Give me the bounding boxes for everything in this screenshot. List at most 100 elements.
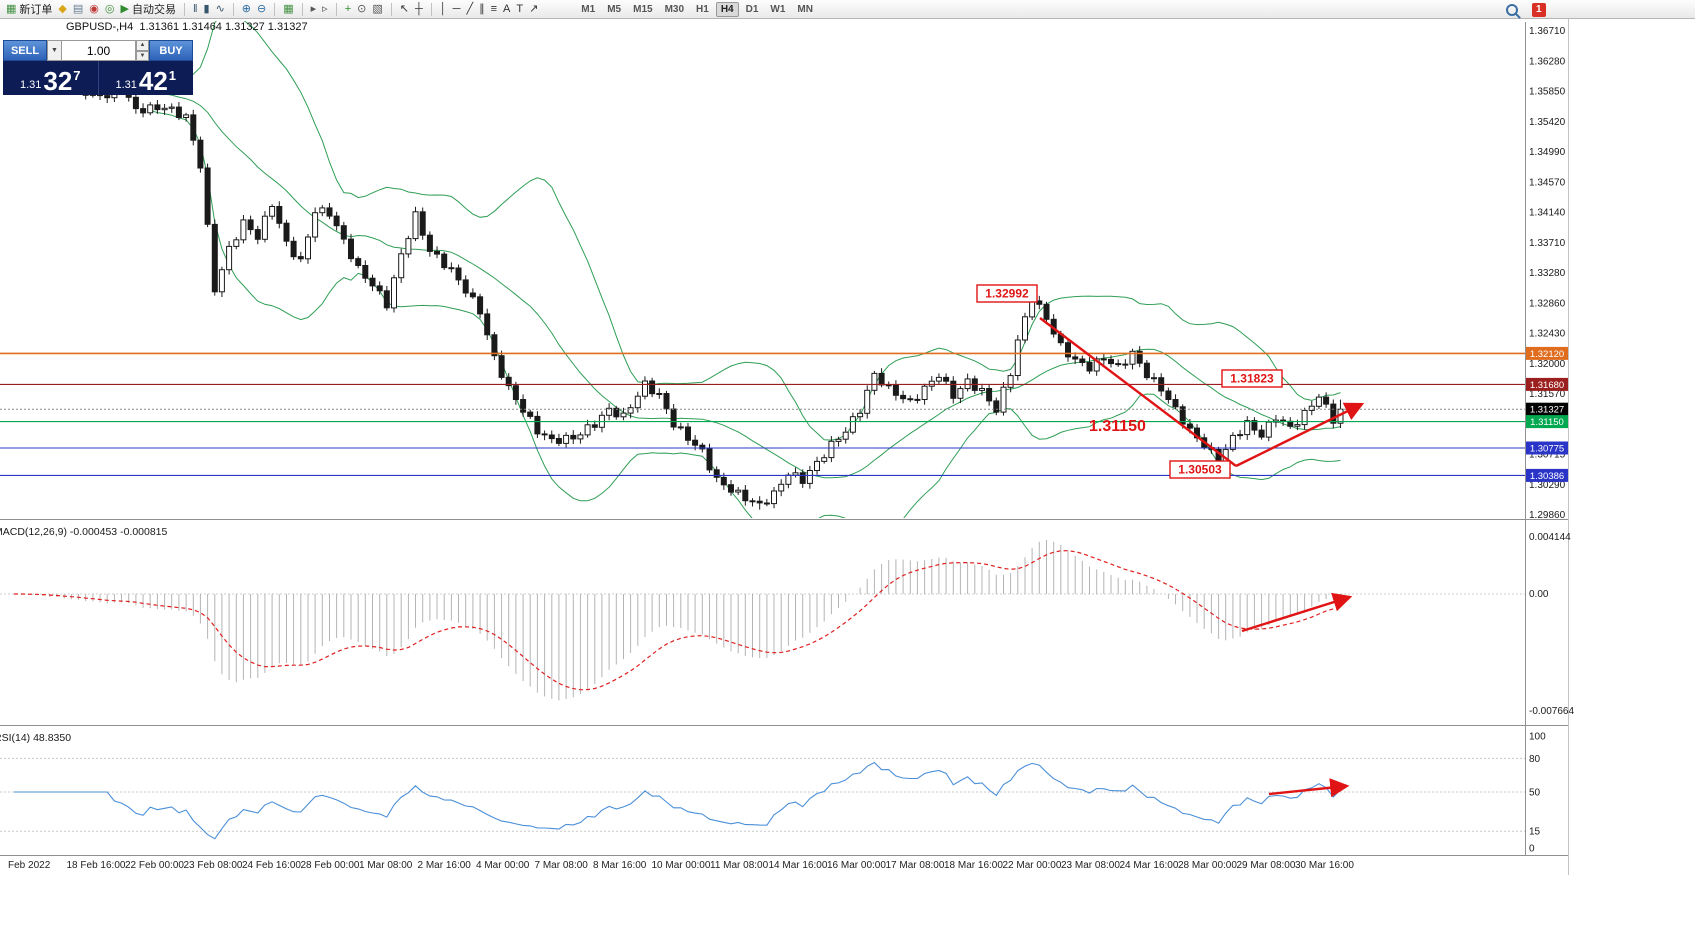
autotrading-button[interactable]: ▶ 自动交易 bbox=[119, 0, 178, 18]
price-scale[interactable]: 1.36710 1.36280 1.35850 1.35420 1.34990 1.345… bbox=[1526, 26, 1568, 521]
line-chart-icon: ∿ bbox=[215, 2, 225, 15]
horizontal-line-button[interactable]: ─ bbox=[451, 3, 463, 16]
svg-text:29 Mar 08:00: 29 Mar 08:00 bbox=[1237, 860, 1296, 871]
toolbar-separator bbox=[183, 2, 185, 16]
svg-text:14 Mar 16:00: 14 Mar 16:00 bbox=[769, 860, 828, 871]
svg-text:1.31327: 1.31327 bbox=[1530, 405, 1564, 416]
arrows-button[interactable]: ↗ bbox=[527, 3, 540, 16]
toolbar-separator bbox=[430, 2, 432, 16]
notifications-badge[interactable]: 1 bbox=[1532, 2, 1546, 17]
volume-dropdown[interactable]: ▼ bbox=[47, 40, 62, 61]
volume-up-button[interactable]: ▲ bbox=[136, 40, 149, 51]
time-scale[interactable]: Feb 2022 18 Feb 16:00 22 Feb 00:00 23 Feb 0… bbox=[8, 860, 1354, 871]
rsi-indicator: RSI(14) 48.8350 bbox=[0, 732, 1525, 840]
buy-button[interactable]: BUY bbox=[149, 40, 193, 61]
svg-text:80: 80 bbox=[1529, 754, 1541, 765]
timeframe-h4[interactable]: H4 bbox=[715, 1, 739, 17]
svg-text:15: 15 bbox=[1529, 827, 1541, 838]
zoom-out-icon: ⊖ bbox=[257, 2, 267, 15]
trade-controls-row: SELL ▼ ▲ ▼ BUY bbox=[3, 40, 193, 61]
periods-button[interactable]: ⊙ bbox=[355, 3, 368, 16]
channel-button[interactable]: ∥ bbox=[477, 3, 487, 16]
bar-chart-icon: ‖ bbox=[192, 2, 198, 15]
package-icon: ◆ bbox=[58, 2, 67, 15]
market-icon: ◉ bbox=[89, 2, 99, 15]
indicators-button[interactable]: + bbox=[343, 3, 353, 16]
new-order-button-label: 新订单 bbox=[19, 4, 53, 16]
new-order-button[interactable]: ▦ 新订单 bbox=[4, 0, 54, 18]
text-button[interactable]: A bbox=[501, 3, 512, 16]
zoom-in-button[interactable]: ⊕ bbox=[240, 3, 253, 16]
autotrading-button-label: 自动交易 bbox=[131, 4, 176, 16]
sell-price: 1.31 32 7 bbox=[3, 61, 99, 95]
macd-indicator: MACD(12,26,9) -0.000453 -0.000815 bbox=[0, 526, 1525, 701]
auto-scroll-icon: ▸ bbox=[310, 2, 317, 15]
line-chart-button[interactable]: ∿ bbox=[214, 3, 227, 16]
svg-text:17 Mar 08:00: 17 Mar 08:00 bbox=[886, 860, 945, 871]
svg-text:1.31680: 1.31680 bbox=[1530, 380, 1564, 391]
sell-button[interactable]: SELL bbox=[3, 40, 47, 61]
vertical-line-button[interactable]: │ bbox=[438, 3, 449, 16]
market-button[interactable]: ◉ bbox=[87, 3, 101, 16]
volume-down-button[interactable]: ▼ bbox=[136, 50, 149, 61]
tile-windows-icon: ▦ bbox=[283, 2, 294, 15]
svg-text:2 Mar 16:00: 2 Mar 16:00 bbox=[418, 860, 472, 871]
zoom-out-button[interactable]: ⊖ bbox=[255, 3, 268, 16]
timeframe-m5[interactable]: M5 bbox=[607, 3, 622, 15]
profile-button[interactable]: ▤ bbox=[71, 3, 85, 16]
bar-chart-button[interactable]: ‖ bbox=[191, 3, 200, 16]
crosshair-button[interactable]: ┼ bbox=[413, 3, 425, 16]
timeframe-m30[interactable]: M30 bbox=[664, 3, 685, 15]
community-button[interactable]: ◎ bbox=[103, 3, 117, 16]
svg-text:1.36280: 1.36280 bbox=[1529, 56, 1566, 67]
tile-windows-button[interactable]: ▦ bbox=[281, 3, 295, 16]
candlestick-button[interactable]: ▮ bbox=[202, 3, 212, 16]
vertical-line-icon: │ bbox=[439, 2, 447, 15]
svg-text:1.32430: 1.32430 bbox=[1529, 329, 1566, 340]
trendline-button[interactable]: ╱ bbox=[464, 3, 475, 16]
timeframe-m15[interactable]: M15 bbox=[633, 3, 653, 15]
main-toolbar: ▦ 新订单 ◆ ▤ ◉ ◎ ▶ 自动交易 ‖ ▮ ∿ ⊕ ⊖ ▦ ▸ ▹ + ⊙ ▧ ↖ ┼ │ ─ ╱ ∥ ≡ A T ↗ M1 M5 M1… bbox=[0, 0, 1695, 19]
fibonacci-button[interactable]: ≡ bbox=[489, 3, 499, 16]
indicator-scales[interactable]: 0.004144 0.00 -0.007664 100 80 50 15 0 bbox=[1529, 532, 1574, 855]
templates-button[interactable]: ▧ bbox=[370, 3, 384, 16]
svg-text:22 Mar 00:00: 22 Mar 00:00 bbox=[1003, 860, 1062, 871]
cursor-button[interactable]: ↖ bbox=[398, 3, 411, 16]
label-button[interactable]: T bbox=[514, 3, 525, 16]
toolbar-separator bbox=[232, 2, 234, 16]
svg-text:RSI(14) 48.8350: RSI(14) 48.8350 bbox=[0, 732, 71, 744]
auto-scroll-button[interactable]: ▸ bbox=[309, 3, 319, 16]
text-icon: A bbox=[503, 2, 511, 15]
timeframe-m1[interactable]: M1 bbox=[581, 3, 596, 15]
svg-text:0.00: 0.00 bbox=[1529, 589, 1549, 600]
svg-text:1.30775: 1.30775 bbox=[1530, 444, 1564, 455]
chart-shift-button[interactable]: ▹ bbox=[320, 3, 330, 16]
svg-text:1.31570: 1.31570 bbox=[1529, 389, 1566, 400]
timeframe-h1[interactable]: H1 bbox=[696, 3, 709, 15]
timeframe-d1[interactable]: D1 bbox=[745, 3, 759, 15]
search-icon[interactable] bbox=[1506, 3, 1518, 16]
horizontal-level-lines[interactable] bbox=[0, 352, 1525, 476]
community-icon: ◎ bbox=[104, 2, 115, 15]
fibonacci-icon: ≡ bbox=[490, 2, 497, 15]
svg-text:30 Mar 16:00: 30 Mar 16:00 bbox=[1295, 860, 1354, 871]
arrows-icon: ↗ bbox=[529, 2, 539, 15]
svg-text:23 Mar 08:00: 23 Mar 08:00 bbox=[1061, 860, 1120, 871]
candlestick-series bbox=[11, 70, 1344, 510]
crosshair-icon: ┼ bbox=[414, 2, 423, 15]
trend-annotations[interactable]: 1.32992 1.31823 1.30503 1.31150 bbox=[976, 284, 1365, 798]
trendline-icon: ╱ bbox=[466, 2, 474, 15]
svg-text:23 Feb 08:00: 23 Feb 08:00 bbox=[184, 860, 243, 871]
svg-text:24 Mar 16:00: 24 Mar 16:00 bbox=[1120, 860, 1179, 871]
svg-text:MACD(12,26,9) -0.000453 -0.000: MACD(12,26,9) -0.000453 -0.000815 bbox=[0, 526, 168, 538]
svg-text:1 Mar 08:00: 1 Mar 08:00 bbox=[359, 860, 413, 871]
package-button[interactable]: ◆ bbox=[56, 3, 68, 16]
buy-price-prefix: 1.31 bbox=[115, 78, 137, 91]
candlestick-icon: ▮ bbox=[203, 2, 210, 15]
timeframe-mn[interactable]: MN bbox=[797, 3, 813, 15]
svg-text:11 Mar 08:00: 11 Mar 08:00 bbox=[710, 860, 769, 871]
timeframe-w1[interactable]: W1 bbox=[770, 3, 786, 15]
toolbar-separator bbox=[301, 2, 303, 16]
volume-input[interactable] bbox=[62, 40, 136, 61]
